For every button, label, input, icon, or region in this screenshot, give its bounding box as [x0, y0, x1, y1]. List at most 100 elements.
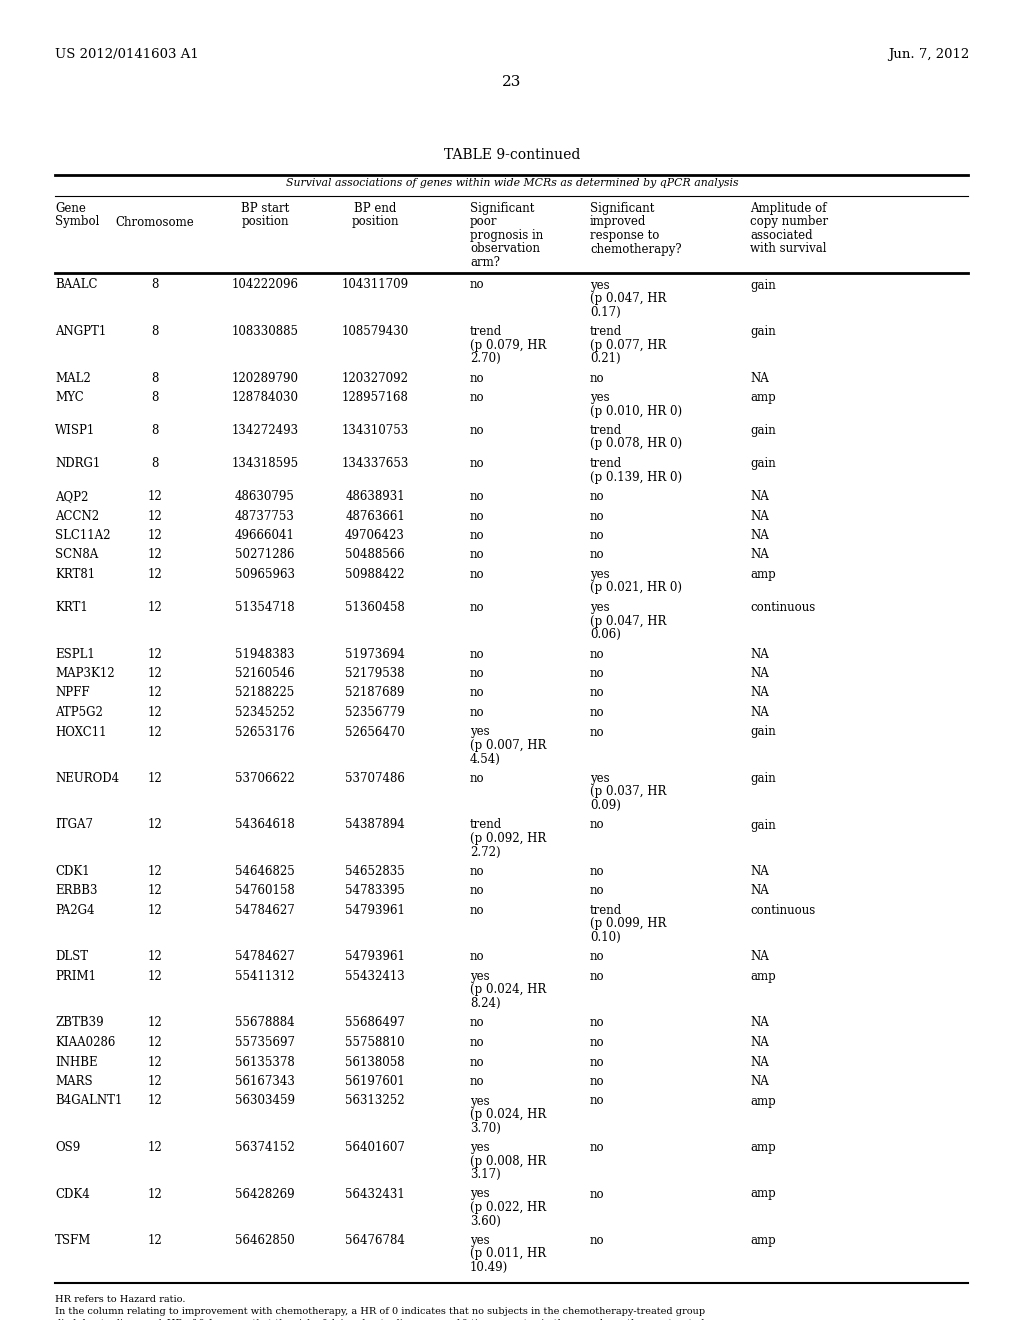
Text: SLC11A2: SLC11A2 — [55, 529, 111, 543]
Text: 52187689: 52187689 — [345, 686, 404, 700]
Text: ZBTB39: ZBTB39 — [55, 1016, 103, 1030]
Text: HOXC11: HOXC11 — [55, 726, 106, 738]
Text: yes: yes — [590, 568, 609, 581]
Text: NA: NA — [750, 706, 769, 719]
Text: 4.54): 4.54) — [470, 752, 501, 766]
Text: (p 0.047, HR: (p 0.047, HR — [590, 292, 667, 305]
Text: 51948383: 51948383 — [236, 648, 295, 660]
Text: NA: NA — [750, 510, 769, 523]
Text: no: no — [590, 510, 604, 523]
Text: 50988422: 50988422 — [345, 568, 404, 581]
Text: (p 0.011, HR: (p 0.011, HR — [470, 1247, 546, 1261]
Text: US 2012/0141603 A1: US 2012/0141603 A1 — [55, 48, 199, 61]
Text: yes: yes — [470, 1094, 489, 1107]
Text: 8: 8 — [152, 424, 159, 437]
Text: no: no — [470, 279, 484, 292]
Text: Significant: Significant — [590, 202, 654, 215]
Text: arm?: arm? — [470, 256, 500, 269]
Text: gain: gain — [750, 424, 776, 437]
Text: 50965963: 50965963 — [234, 568, 295, 581]
Text: BP end: BP end — [354, 202, 396, 215]
Text: OS9: OS9 — [55, 1140, 80, 1154]
Text: 12: 12 — [147, 865, 163, 878]
Text: NA: NA — [750, 865, 769, 878]
Text: no: no — [590, 1036, 604, 1049]
Text: BP start: BP start — [241, 202, 289, 215]
Text: trend: trend — [470, 818, 502, 832]
Text: 52179538: 52179538 — [345, 667, 404, 680]
Text: PRIM1: PRIM1 — [55, 970, 96, 983]
Text: 134337653: 134337653 — [341, 457, 409, 470]
Text: 0.17): 0.17) — [590, 305, 621, 318]
Text: trend: trend — [470, 325, 502, 338]
Text: trend: trend — [590, 457, 623, 470]
Text: 48638931: 48638931 — [345, 490, 404, 503]
Text: 55735697: 55735697 — [234, 1036, 295, 1049]
Text: 48763661: 48763661 — [345, 510, 404, 523]
Text: 134310753: 134310753 — [341, 424, 409, 437]
Text: 56138058: 56138058 — [345, 1056, 404, 1068]
Text: with survival: with survival — [750, 243, 826, 256]
Text: 2.72): 2.72) — [470, 846, 501, 858]
Text: 56462850: 56462850 — [236, 1234, 295, 1247]
Text: Chromosome: Chromosome — [116, 215, 195, 228]
Text: no: no — [590, 1188, 604, 1200]
Text: ERBB3: ERBB3 — [55, 884, 97, 898]
Text: 50488566: 50488566 — [345, 549, 404, 561]
Text: no: no — [590, 490, 604, 503]
Text: 3.60): 3.60) — [470, 1214, 501, 1228]
Text: NA: NA — [750, 950, 769, 964]
Text: trend: trend — [590, 424, 623, 437]
Text: no: no — [470, 568, 484, 581]
Text: (p 0.008, HR: (p 0.008, HR — [470, 1155, 546, 1167]
Text: 12: 12 — [147, 818, 163, 832]
Text: position: position — [351, 215, 398, 228]
Text: 8: 8 — [152, 325, 159, 338]
Text: yes: yes — [470, 1140, 489, 1154]
Text: 128784030: 128784030 — [231, 391, 299, 404]
Text: observation: observation — [470, 243, 540, 256]
Text: 23: 23 — [503, 75, 521, 88]
Text: 12: 12 — [147, 1036, 163, 1049]
Text: associated: associated — [750, 228, 813, 242]
Text: 12: 12 — [147, 568, 163, 581]
Text: 51360458: 51360458 — [345, 601, 404, 614]
Text: amp: amp — [750, 1094, 776, 1107]
Text: 56313252: 56313252 — [345, 1094, 404, 1107]
Text: 108579430: 108579430 — [341, 325, 409, 338]
Text: gain: gain — [750, 726, 776, 738]
Text: 12: 12 — [147, 1234, 163, 1247]
Text: 8: 8 — [152, 279, 159, 292]
Text: ACCN2: ACCN2 — [55, 510, 99, 523]
Text: no: no — [590, 648, 604, 660]
Text: no: no — [590, 1016, 604, 1030]
Text: no: no — [590, 818, 604, 832]
Text: KRT1: KRT1 — [55, 601, 88, 614]
Text: no: no — [470, 904, 484, 917]
Text: 12: 12 — [147, 510, 163, 523]
Text: 54652835: 54652835 — [345, 865, 404, 878]
Text: 56476784: 56476784 — [345, 1234, 404, 1247]
Text: no: no — [470, 424, 484, 437]
Text: 0.21): 0.21) — [590, 352, 621, 366]
Text: 3.17): 3.17) — [470, 1168, 501, 1181]
Text: 54784627: 54784627 — [236, 950, 295, 964]
Text: 49666041: 49666041 — [236, 529, 295, 543]
Text: 0.06): 0.06) — [590, 628, 621, 642]
Text: (p 0.010, HR 0): (p 0.010, HR 0) — [590, 404, 682, 417]
Text: Gene: Gene — [55, 202, 86, 215]
Text: gain: gain — [750, 818, 776, 832]
Text: no: no — [590, 549, 604, 561]
Text: In the column relating to improvement with chemotherapy, a HR of 0 indicates tha: In the column relating to improvement wi… — [55, 1307, 706, 1316]
Text: no: no — [470, 1074, 484, 1088]
Text: response to: response to — [590, 228, 659, 242]
Text: 53707486: 53707486 — [345, 772, 404, 785]
Text: NA: NA — [750, 884, 769, 898]
Text: yes: yes — [590, 601, 609, 614]
Text: (p 0.077, HR: (p 0.077, HR — [590, 338, 667, 351]
Text: 128957168: 128957168 — [342, 391, 409, 404]
Text: B4GALNT1: B4GALNT1 — [55, 1094, 123, 1107]
Text: 134318595: 134318595 — [231, 457, 299, 470]
Text: 48737753: 48737753 — [236, 510, 295, 523]
Text: 52160546: 52160546 — [236, 667, 295, 680]
